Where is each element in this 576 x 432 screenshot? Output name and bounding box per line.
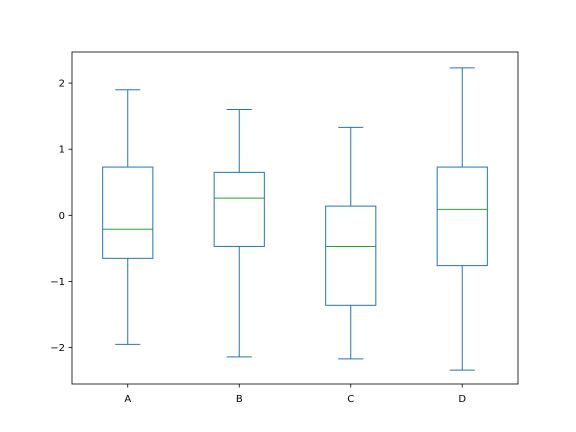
box-plot-marks — [102, 67, 488, 371]
x-tick-label: A — [124, 394, 131, 405]
iqr-box — [325, 205, 377, 306]
box-group-B — [213, 109, 265, 358]
plot-frame — [71, 51, 519, 385]
x-axis: A B C D — [124, 384, 466, 405]
box-group-A — [102, 89, 154, 345]
x-tick-label: C — [347, 394, 354, 405]
box-group-D — [436, 67, 488, 371]
y-tick-label: 1 — [59, 145, 65, 156]
y-tick-label: 0 — [59, 211, 65, 222]
iqr-box — [436, 166, 488, 267]
y-axis: −2 −1 0 1 2 — [50, 79, 72, 354]
iqr-box — [102, 166, 154, 259]
x-tick-label: B — [236, 394, 243, 405]
y-tick-label: 2 — [59, 79, 65, 90]
y-tick-label: −1 — [50, 277, 65, 288]
x-tick-label: D — [458, 394, 466, 405]
y-tick-label: −2 — [50, 343, 65, 354]
box-group-C — [325, 126, 377, 360]
iqr-box — [213, 171, 265, 247]
